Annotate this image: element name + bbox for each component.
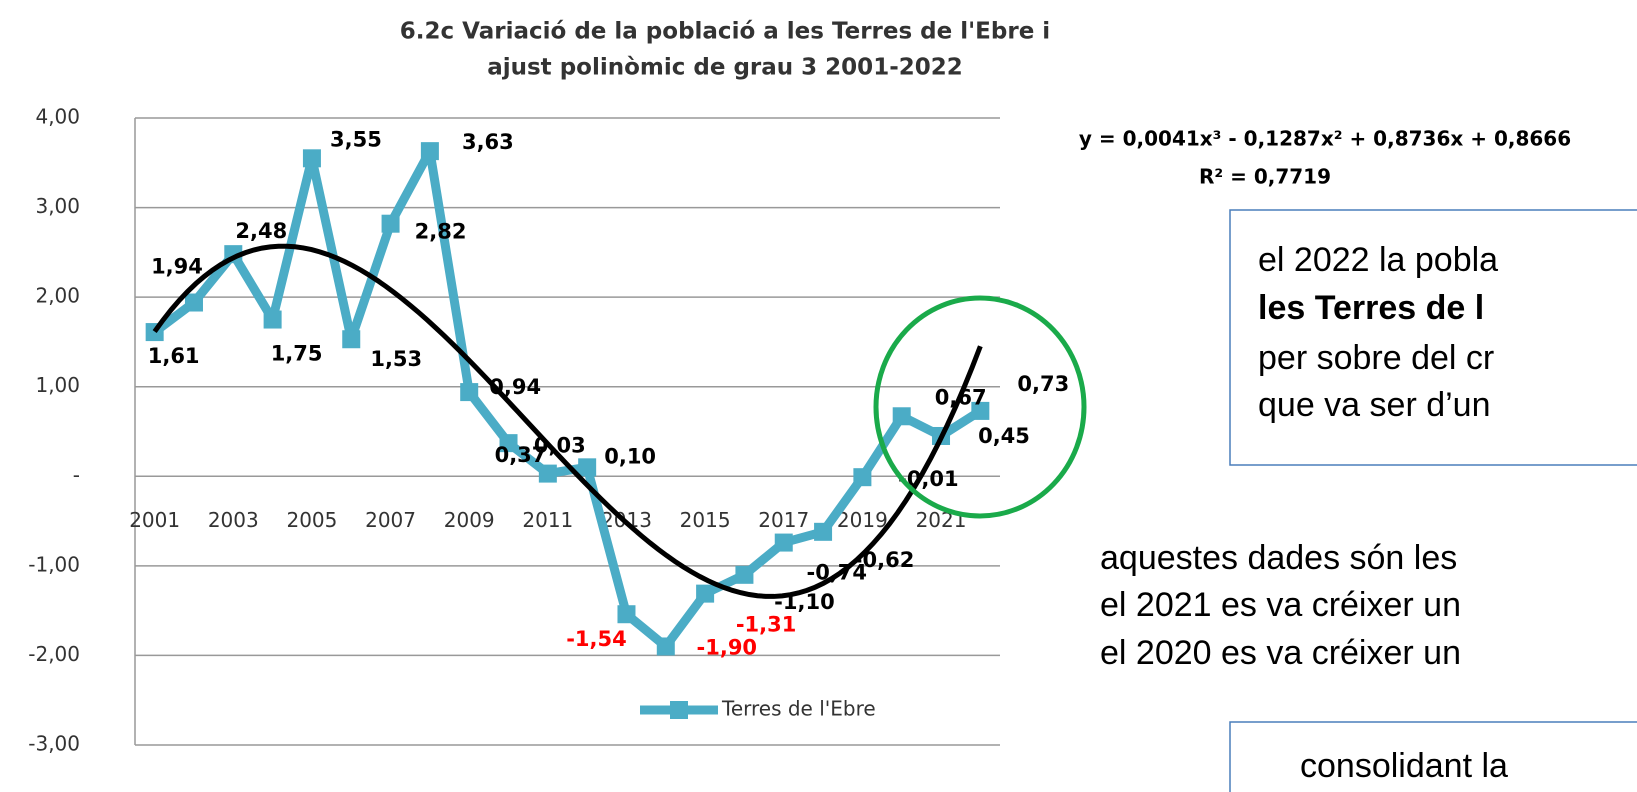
data-label: 0,73: [1017, 372, 1069, 396]
trend-r2: R² = 0,7719: [1199, 165, 1331, 189]
note-text: consolidant la: [1300, 747, 1508, 785]
point-marker: [381, 214, 400, 233]
data-label: -0,74: [806, 561, 867, 585]
data-label: 0,45: [978, 424, 1030, 448]
point-marker: [499, 434, 518, 453]
data-label: 0,94: [489, 375, 541, 399]
point-marker: [774, 533, 793, 552]
chart: 4,00 3,00 2,00 1,00 - -1,00 -2,00 -3,00 2001 2003…: [28, 105, 1069, 756]
series-line: [151, 146, 983, 651]
data-label: 0,10: [604, 444, 656, 468]
data-label: 0,67: [935, 385, 987, 409]
y-tick-label: -2,00: [28, 642, 80, 666]
data-label: 1,75: [271, 342, 323, 366]
note-text: les Terres de l: [1258, 289, 1484, 327]
x-tick-label: 2005: [286, 508, 337, 532]
data-label: 1,53: [370, 347, 422, 371]
data-label: 3,55: [330, 127, 382, 151]
y-tick-label: -1,00: [28, 552, 80, 576]
point-marker: [696, 584, 715, 603]
point-marker: [538, 464, 557, 483]
note-text: el 2022 la pobla: [1258, 241, 1498, 279]
y-tick-label: -: [73, 463, 80, 487]
legend-label: Terres de l'Ebre: [721, 697, 876, 721]
chart-title: 6.2c Variació de la població a les Terre…: [400, 19, 1050, 45]
data-label: 0,37: [495, 443, 547, 467]
note-text: aquestes dades són les: [1100, 539, 1457, 577]
x-tick-label: 2003: [208, 508, 259, 532]
data-label: 2,48: [235, 219, 287, 243]
chart-title: ajust polinòmic de grau 3 2001-2022: [487, 55, 963, 81]
point-marker: [184, 293, 203, 312]
legend-marker: [670, 701, 688, 719]
point-marker: [656, 637, 675, 656]
point-marker: [814, 522, 833, 541]
data-label: 0,03: [534, 434, 586, 458]
note-text: el 2020 es va créixer un: [1100, 634, 1461, 672]
data-label: -1,54: [566, 627, 627, 651]
note-box: [1229, 209, 1637, 466]
trendline: [152, 243, 983, 599]
note-text: el 2021 es va créixer un: [1100, 586, 1461, 624]
point-marker: [578, 458, 597, 477]
point-marker: [420, 142, 439, 161]
y-tick-label: 3,00: [35, 194, 80, 218]
data-label: 1,94: [151, 255, 203, 279]
y-tick-label: 2,00: [35, 284, 80, 308]
point-marker: [853, 468, 872, 487]
x-tick-label: 2017: [758, 508, 809, 532]
y-tick-label: 4,00: [35, 105, 80, 129]
point-marker: [302, 149, 321, 168]
x-tick-label: 2001: [129, 508, 180, 532]
data-label: -1,90: [697, 635, 758, 659]
data-label: -1,31: [736, 613, 797, 637]
data-label: 3,63: [462, 130, 514, 154]
x-tick-label: 2009: [444, 508, 495, 532]
note-box: [1229, 721, 1637, 792]
data-label: -1,10: [774, 590, 835, 614]
point-marker: [263, 310, 282, 329]
x-tick-label: 2019: [837, 508, 888, 532]
data-label: 2,82: [415, 220, 467, 244]
y-tick-label: 1,00: [35, 373, 80, 397]
x-tick-label: 2011: [522, 508, 573, 532]
trend-equation: y = 0,0041x³ - 0,1287x² + 0,8736x + 0,86…: [1079, 127, 1571, 151]
highlight-ellipse: [873, 295, 1087, 519]
point-marker: [342, 330, 361, 349]
x-tick-label: 2007: [365, 508, 416, 532]
point-marker: [460, 383, 479, 402]
note-text: que va ser d’un: [1258, 386, 1491, 424]
x-tick-label: 2015: [680, 508, 731, 532]
note-text: per sobre del cr: [1258, 339, 1494, 377]
y-tick-label: -3,00: [28, 732, 80, 756]
point-marker: [735, 565, 754, 584]
data-label: -0,62: [854, 548, 915, 572]
data-label: 1,61: [148, 344, 200, 368]
point-marker: [617, 605, 636, 624]
point-marker: [892, 407, 911, 426]
point-marker: [971, 401, 990, 420]
